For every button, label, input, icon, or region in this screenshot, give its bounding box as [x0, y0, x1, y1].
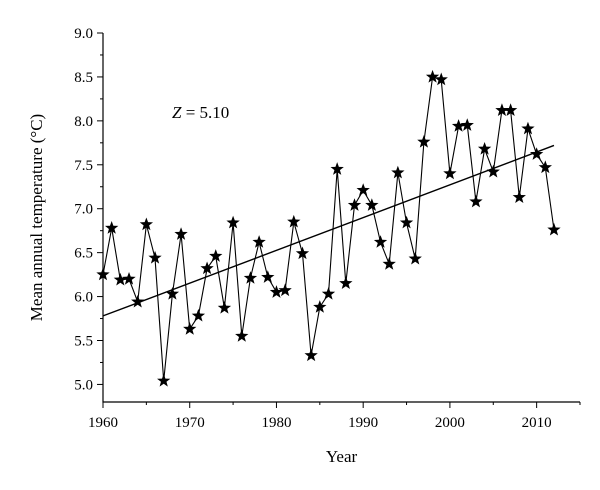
data-point-star [538, 160, 552, 174]
data-point-star [287, 214, 301, 228]
data-point-star [105, 221, 119, 234]
x-tick-label: 1990 [348, 415, 378, 431]
data-point-star [330, 162, 344, 175]
y-tick-label: 5.0 [74, 377, 93, 393]
y-tick-label: 9.0 [74, 26, 93, 42]
x-tick-label: 2000 [435, 415, 465, 431]
y-tick-label: 6.5 [74, 246, 93, 262]
data-point-star [269, 285, 284, 298]
data-point-star [339, 276, 353, 290]
data-point-star [174, 227, 188, 240]
data-point-star [183, 322, 197, 335]
data-point-star [235, 329, 249, 342]
y-tick-label: 8.0 [74, 114, 93, 130]
data-point-star [408, 251, 422, 265]
data-point-star [503, 103, 518, 116]
data-point-star [131, 294, 145, 308]
y-tick-label: 5.5 [74, 334, 93, 350]
y-axis-title: Mean annual temperature (°C) [27, 114, 46, 321]
data-point-star [278, 283, 292, 297]
data-point-star [243, 271, 258, 284]
data-point-star [425, 69, 440, 83]
x-tick-label: 1960 [88, 415, 118, 431]
data-point-star [157, 373, 171, 387]
data-point-star [382, 257, 396, 270]
data-point-star [486, 164, 500, 178]
data-point-star [469, 194, 483, 208]
data-point-star [122, 272, 136, 285]
data-point-star [148, 250, 162, 264]
x-tick-label: 2010 [522, 415, 552, 431]
data-point-star [399, 215, 414, 229]
data-point-star [356, 183, 370, 196]
y-axis: 5.0 5.5 6.0 6.5 7.0 7.5 8.0 8.5 9.0 [74, 26, 103, 393]
y-tick-label: 6.0 [74, 290, 93, 306]
data-point-star [547, 222, 561, 236]
data-point-star [391, 165, 405, 179]
data-point-star [529, 147, 544, 160]
data-point-star [226, 215, 240, 229]
x-axis-title: Year [326, 447, 358, 466]
data-point-star [477, 141, 492, 155]
data-point-star [365, 198, 379, 211]
data-point-star [512, 190, 526, 203]
data-point-star [521, 121, 535, 135]
axis-frame [102, 33, 580, 403]
y-tick-label: 8.5 [74, 70, 93, 86]
data-point-star [139, 217, 154, 231]
data-point-star [165, 286, 180, 300]
data-point-star [443, 166, 457, 180]
data-point-star [434, 72, 448, 86]
data-point-star [209, 249, 223, 262]
data-point-star [217, 300, 232, 314]
z-statistic-annotation: Z = 5.10 [172, 103, 229, 122]
data-point-star [252, 235, 266, 248]
series-line [102, 76, 555, 381]
y-tick-label: 7.0 [74, 202, 93, 218]
x-axis: 1960 1970 1980 1990 2000 2010 [88, 402, 581, 431]
data-point-star [460, 118, 474, 131]
data-point-star [261, 270, 275, 283]
data-point-star [321, 286, 336, 300]
data-point-star [295, 246, 310, 260]
data-point-star [373, 235, 388, 248]
plot-area [96, 33, 580, 403]
data-point-star [495, 103, 509, 116]
data-point-star [96, 267, 110, 281]
data-point-star [113, 272, 127, 286]
data-point-star [200, 261, 214, 275]
data-point-star [304, 348, 318, 362]
x-tick-label: 1980 [261, 415, 291, 431]
data-point-star [417, 134, 431, 148]
data-point-star [451, 119, 466, 132]
data-point-star [313, 300, 327, 313]
data-point-star [347, 198, 362, 211]
data-point-star [191, 308, 206, 322]
trend-line [102, 144, 555, 317]
y-tick-label: 7.5 [74, 158, 93, 174]
x-tick-label: 1970 [175, 415, 205, 431]
